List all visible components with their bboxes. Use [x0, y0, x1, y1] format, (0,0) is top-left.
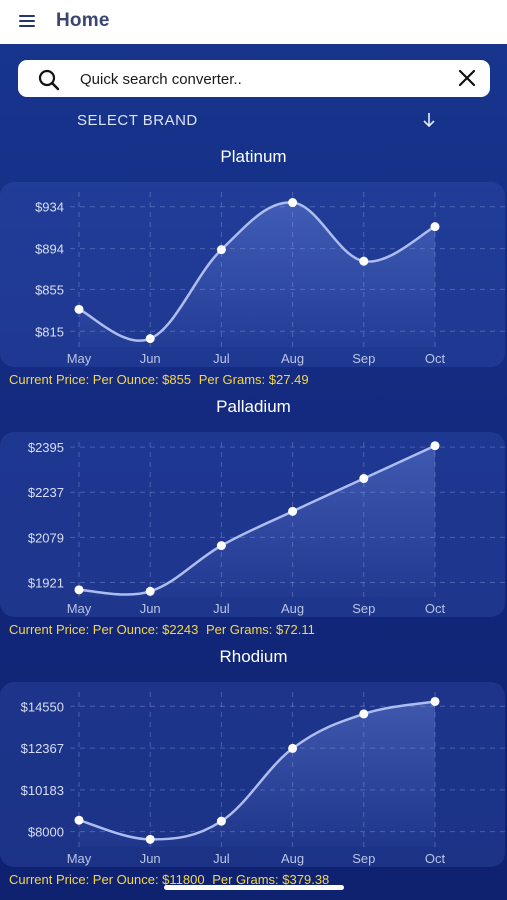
x-tick-label: Sep — [352, 851, 375, 866]
data-point[interactable] — [359, 474, 369, 484]
close-icon[interactable] — [458, 69, 476, 87]
search-icon — [38, 69, 60, 91]
x-tick-label: May — [67, 601, 92, 616]
rhodium-price-chart: $8000 $10183 $12367 $14550 May Jun Jul Aug Sep Oc… — [21, 692, 505, 866]
hamburger-menu-icon[interactable] — [19, 15, 35, 27]
y-tick-label: $855 — [35, 282, 64, 297]
data-point[interactable] — [359, 256, 369, 266]
data-point[interactable] — [288, 506, 298, 516]
y-tick-label: $14550 — [21, 699, 64, 714]
x-tick-label: Jul — [213, 351, 230, 366]
app-bar: Home — [0, 0, 507, 44]
x-tick-label: Jun — [140, 851, 161, 866]
per-ounce-price: Current Price: Per Ounce: $11800 — [9, 872, 205, 887]
x-tick-label: Oct — [425, 851, 446, 866]
x-tick-label: May — [67, 351, 92, 366]
chart-card-palladium: $1921 $2079 $2237 $2395 May Jun Jul Aug Sep Oct — [0, 432, 505, 617]
select-brand-dropdown[interactable]: SELECT BRAND — [77, 110, 437, 132]
chart-title-rhodium: Rhodium — [219, 647, 288, 666]
home-indicator[interactable] — [164, 885, 344, 890]
data-point[interactable] — [216, 541, 226, 551]
x-tick-label: Jul — [213, 601, 230, 616]
data-point[interactable] — [359, 709, 369, 719]
platinum-price-chart: $815 $855 $894 $934 May Jun Jul Aug Sep Oct — [35, 192, 505, 366]
data-point[interactable] — [288, 743, 298, 753]
x-tick-label: Sep — [352, 351, 375, 366]
x-tick-label: Aug — [281, 851, 304, 866]
search-input[interactable] — [80, 67, 450, 91]
series-area — [79, 701, 435, 847]
y-tick-label: $1921 — [28, 575, 64, 590]
chart-card-rhodium: $8000 $10183 $12367 $14550 May Jun Jul Aug Sep Oc… — [0, 682, 505, 867]
x-tick-label: Aug — [281, 601, 304, 616]
data-point[interactable] — [74, 304, 84, 314]
data-point[interactable] — [74, 815, 84, 825]
y-tick-label: $815 — [35, 324, 64, 339]
x-tick-label: Jul — [213, 851, 230, 866]
data-point[interactable] — [74, 585, 84, 595]
per-ounce-price: Current Price: Per Ounce: $2243 — [9, 622, 199, 637]
data-point[interactable] — [430, 222, 440, 232]
chart-card-platinum: $815 $855 $894 $934 May Jun Jul Aug Sep Oct — [0, 182, 505, 367]
per-grams-price: Per Grams: $27.49 — [198, 372, 309, 387]
y-tick-label: $2237 — [28, 485, 64, 500]
y-tick-label: $934 — [35, 200, 64, 215]
data-point[interactable] — [145, 834, 155, 844]
y-tick-label: $894 — [35, 242, 64, 257]
x-tick-label: Aug — [281, 351, 304, 366]
x-tick-label: Jun — [140, 351, 161, 366]
series-area — [79, 445, 435, 597]
x-tick-label: Sep — [352, 601, 375, 616]
y-tick-label: $12367 — [21, 741, 64, 756]
arrow-down-icon — [423, 113, 435, 128]
x-tick-label: Oct — [425, 601, 446, 616]
price-line-platinum: Current Price: Per Ounce: $855 Per Grams… — [9, 372, 313, 387]
chart-title-palladium: Palladium — [216, 397, 291, 416]
data-point[interactable] — [145, 586, 155, 596]
data-point[interactable] — [216, 245, 226, 255]
data-point[interactable] — [145, 334, 155, 344]
chart-title-platinum: Platinum — [220, 147, 287, 166]
price-line-palladium: Current Price: Per Ounce: $2243 Per Gram… — [9, 622, 319, 637]
x-tick-label: Oct — [425, 351, 446, 366]
price-line-rhodium: Current Price: Per Ounce: $11800 Per Gra… — [9, 872, 333, 887]
series-area — [79, 202, 435, 347]
x-tick-label: Jun — [140, 601, 161, 616]
search-bar — [18, 60, 490, 97]
per-ounce-price: Current Price: Per Ounce: $855 — [9, 372, 192, 387]
y-tick-label: $8000 — [28, 825, 64, 840]
y-tick-label: $2395 — [28, 440, 64, 455]
x-tick-label: May — [67, 851, 92, 866]
data-point[interactable] — [288, 198, 298, 208]
select-brand-label: SELECT BRAND — [77, 112, 198, 129]
data-point[interactable] — [430, 696, 440, 706]
per-grams-price: Per Grams: $379.38 — [212, 872, 330, 887]
palladium-price-chart: $1921 $2079 $2237 $2395 May Jun Jul Aug Sep Oct — [28, 440, 505, 616]
page-title: Home — [56, 10, 110, 31]
y-tick-label: $2079 — [28, 530, 64, 545]
series-line — [78, 444, 436, 596]
data-point[interactable] — [216, 816, 226, 826]
per-grams-price: Per Grams: $72.11 — [205, 622, 315, 637]
data-point[interactable] — [430, 441, 440, 451]
y-tick-label: $10183 — [21, 783, 64, 798]
series-line — [78, 201, 436, 342]
